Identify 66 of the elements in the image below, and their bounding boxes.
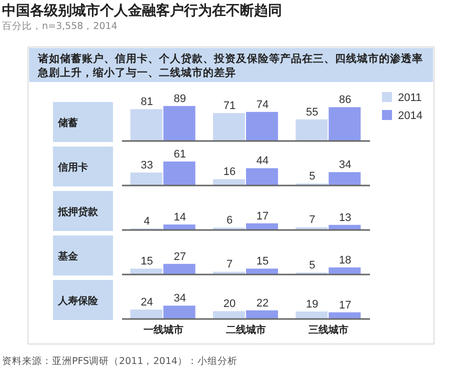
bar [328,107,361,141]
data-label: 5 [309,170,316,183]
bar [213,179,245,186]
data-label: 15 [256,256,269,268]
bar [246,310,278,319]
bar [163,162,196,186]
data-label: 5 [309,260,316,272]
data-label: 24 [140,296,153,309]
y-axis-title: 人寿保险 [57,295,99,307]
legend-label: 2011 [398,92,422,104]
chart-subtitle: 百分比，n=3,558，2014 [2,20,118,32]
bar [246,268,278,274]
data-label: 15 [140,256,153,268]
x-tick-label: 三线城市 [308,324,349,336]
data-label: 14 [174,211,186,224]
x-tick-label: 一线城市 [143,324,184,336]
text: 诸如储蓄账户、信用卡、个人贷款、投资及保险等产品在三、四线城市的渗透率急剧上升，缩小了与一、二线城市的差异 [38,52,424,80]
data-label: 22 [256,297,269,310]
bar [296,119,328,141]
data-label: 7 [226,258,233,271]
bar [213,311,245,319]
text: 资料来源：亚洲PFS调研（2011，2014）：小组分析 [2,355,238,367]
data-label: 7 [309,214,316,226]
data-label: 89 [174,93,186,105]
data-label: 13 [339,212,352,224]
bar [213,113,245,141]
bar [246,168,278,186]
bar [328,267,361,274]
bar [130,109,162,141]
data-label: 86 [339,94,352,106]
data-label: 27 [174,250,186,263]
data-label: 44 [256,155,269,168]
bar [130,268,162,274]
y-axis-title: 基金 [57,250,79,262]
bar [328,312,361,319]
data-label: 6 [226,214,233,227]
y-axis-title: 信用卡 [57,162,88,174]
legend-label: 2014 [398,110,422,122]
data-label: 74 [256,98,269,111]
y-axis-title: 抵押贷款 [57,206,99,218]
bar [163,106,196,141]
data-label: 17 [339,299,352,312]
data-label: 55 [306,106,318,118]
y-axis-title: 储蓄 [57,117,78,129]
data-label: 34 [174,292,186,305]
bar [130,310,162,319]
bar [328,172,361,186]
data-label: 19 [306,298,318,311]
x-tick-label: 二线城市 [226,324,266,336]
bar [163,264,196,274]
data-label: 4 [144,215,150,228]
data-label: 81 [140,96,153,108]
data-label: 34 [339,159,352,172]
bar [130,172,162,186]
bar [163,306,196,319]
data-label: 71 [223,100,236,112]
data-label: 20 [223,298,236,310]
data-label: 33 [140,160,153,172]
bar [213,272,245,274]
bar [296,312,328,319]
data-label: 18 [339,254,352,266]
data-label: 16 [223,166,236,178]
data-label: 17 [256,210,269,222]
bar [246,112,278,141]
data-label: 61 [174,148,186,161]
chart-title: 中国各级别城市个人金融客户行为在不断趋同 [2,2,282,19]
